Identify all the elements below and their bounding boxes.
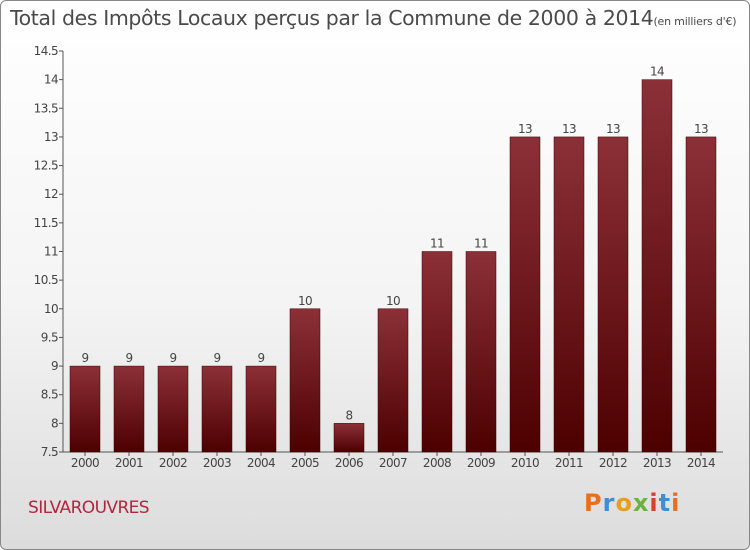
bar-value-label: 11	[474, 237, 488, 251]
title-unit: (en milliers d'€)	[653, 15, 737, 28]
y-tick-label: 12	[44, 187, 58, 201]
bar-value-label: 9	[213, 351, 220, 365]
y-tick-label: 7.5	[41, 445, 58, 459]
bar-value-label: 9	[257, 351, 264, 365]
bar	[201, 365, 233, 453]
x-tick-label: 2002	[159, 456, 187, 470]
bar	[377, 308, 409, 453]
y-tick-label: 14.5	[34, 44, 58, 58]
y-tick-label: 9.5	[41, 330, 58, 344]
logo-letter: t	[658, 489, 672, 517]
x-tick-label: 2007	[379, 456, 407, 470]
y-tick-label: 13	[44, 130, 58, 144]
logo-letter: i	[671, 489, 681, 517]
y-tick-label: 9	[51, 359, 58, 373]
x-tick-label: 2014	[687, 456, 715, 470]
y-tick-label: 12.5	[34, 159, 58, 173]
x-tick-label: 2001	[115, 456, 143, 470]
x-tick-label: 2004	[247, 456, 275, 470]
x-tick-label: 2012	[599, 456, 627, 470]
logo-letter: i	[649, 489, 659, 517]
bar	[289, 308, 321, 453]
bar-value-label: 10	[386, 294, 400, 308]
bar	[465, 251, 497, 453]
bar-value-label: 9	[81, 351, 88, 365]
logo-letter: o	[615, 489, 633, 517]
bar-value-label: 9	[169, 351, 176, 365]
y-tick-label: 10.5	[34, 273, 58, 287]
x-tick-label: 2000	[71, 456, 99, 470]
title-main: Total des Impôts Locaux perçus par la Co…	[10, 6, 654, 30]
y-tick-label: 8.5	[41, 388, 58, 402]
x-tick-label: 2013	[643, 456, 671, 470]
bar	[69, 365, 101, 453]
bar-value-label: 8	[345, 408, 352, 422]
y-tick-label: 10	[44, 302, 58, 316]
bar	[245, 365, 277, 453]
bar-value-label: 10	[298, 294, 312, 308]
logo-letter: P	[584, 489, 603, 517]
bar-value-label: 13	[694, 122, 708, 136]
x-tick-label: 2011	[555, 456, 583, 470]
logo-letter: r	[602, 489, 616, 517]
bar	[421, 251, 453, 453]
x-tick-label: 2005	[291, 456, 319, 470]
commune-name: SILVAROUVRES	[28, 498, 150, 518]
proxiti-logo: Proxiti	[584, 489, 680, 517]
bar	[641, 79, 673, 453]
y-tick-label: 11.5	[34, 216, 58, 230]
bar-value-label: 14	[650, 65, 664, 79]
y-tick-label: 8	[51, 416, 58, 430]
chart-axes: 7.5 8 8.5 9 9.5 10 10.5 11 11.5 12 12.5 13 13.5 14 14.…	[34, 44, 723, 470]
bar	[157, 365, 189, 453]
bar-value-label: 13	[562, 122, 576, 136]
bar	[333, 423, 365, 453]
logo-letter: x	[632, 489, 650, 517]
chart-title: Total des Impôts Locaux perçus par la Co…	[10, 6, 737, 30]
bar-value-label: 13	[606, 122, 620, 136]
x-tick-label: 2008	[423, 456, 451, 470]
bar	[113, 365, 145, 453]
bar	[685, 136, 717, 453]
x-tick-label: 2010	[511, 456, 539, 470]
y-tick-label: 13.5	[34, 101, 58, 115]
x-tick-label: 2003	[203, 456, 231, 470]
bar	[509, 136, 541, 453]
y-tick-label: 14	[44, 73, 58, 87]
chart-bars: 9 9 9 9 9 10 8 10 11 11 13 13 13 14 13	[69, 65, 717, 453]
bar-value-label: 9	[125, 351, 132, 365]
x-tick-label: 2006	[335, 456, 363, 470]
bar	[553, 136, 585, 453]
y-tick-label: 11	[44, 245, 58, 259]
bar-value-label: 11	[430, 237, 444, 251]
bar-value-label: 13	[518, 122, 532, 136]
x-tick-label: 2009	[467, 456, 495, 470]
bar	[597, 136, 629, 453]
